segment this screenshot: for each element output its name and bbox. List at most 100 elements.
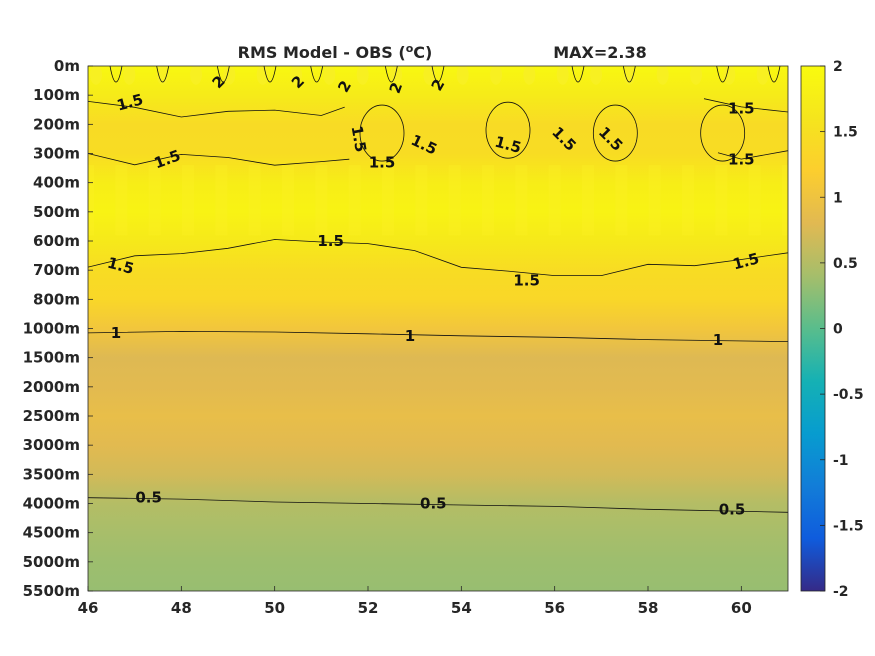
- texture-blob: [490, 66, 502, 85]
- x-tick-label: 52: [358, 599, 379, 617]
- contour-surface-loop: [622, 66, 636, 83]
- y-tick-label: 1000m: [23, 320, 80, 338]
- colorbar-tick-label: -1: [833, 453, 849, 469]
- y-tick-label: 800m: [33, 290, 80, 308]
- y-axis: 0m 100m 200m 300m 400m 500m 600m 700m 800m 1000m 1…: [23, 57, 93, 600]
- texture-blob: [556, 66, 569, 85]
- texture-band: [682, 165, 694, 236]
- max-label: MAX=2.38: [553, 43, 647, 62]
- texture-band: [415, 165, 428, 236]
- y-tick-label: 4000m: [23, 495, 80, 513]
- y-tick-label: 700m: [33, 261, 80, 279]
- x-tick-label: 60: [731, 599, 752, 617]
- texture-band: [482, 165, 494, 236]
- texture-band: [88, 165, 94, 236]
- contour-line: [703, 98, 788, 113]
- contour-loop: [359, 104, 405, 162]
- contour-surface-loop: [216, 66, 230, 83]
- texture-band: [182, 165, 194, 236]
- y-tick-label: 500m: [33, 203, 80, 221]
- contour-label: 1: [713, 331, 723, 349]
- colorbar-tick-label: -0.5: [833, 387, 864, 403]
- texture-band: [715, 165, 728, 236]
- texture-blob: [756, 66, 769, 85]
- contour-surface-loop: [263, 66, 277, 83]
- x-tick-label: 56: [544, 599, 565, 617]
- texture-blob: [356, 66, 369, 85]
- y-tick-label: 100m: [33, 86, 80, 104]
- texture-blob: [390, 66, 402, 85]
- contour-surface-loop: [109, 66, 123, 83]
- colorbar-ticks: 2 1.5 1 0.5 0 -0.5 -1 -1.5 -2: [820, 59, 864, 600]
- title-superscript: o: [406, 42, 414, 55]
- heatmap-field: [88, 66, 788, 591]
- contour-loop: [592, 104, 638, 162]
- y-tick-label: 1500m: [23, 349, 80, 367]
- contour-label: 0.5: [135, 489, 162, 507]
- texture-blob: [523, 66, 536, 85]
- colorbar-tick-label: 0: [833, 322, 843, 338]
- texture-blob: [290, 66, 302, 85]
- plot-area: 2 2 2 2 21.51.51.51.51.5 1.5 1.5 1.51.51.51.51.…: [88, 65, 802, 591]
- contour-label: 1.5: [728, 150, 755, 168]
- colorbar-tick-label: 0.5: [833, 256, 858, 272]
- title-unit: C): [413, 43, 432, 62]
- x-axis: 46 48 50 52 54 56 58 60: [78, 586, 752, 617]
- y-tick-label: 2000m: [23, 378, 80, 396]
- texture-band: [115, 165, 128, 236]
- texture-blob: [590, 66, 602, 85]
- texture-blob: [790, 65, 802, 85]
- contour-surface-loop: [384, 66, 398, 83]
- texture-blob: [256, 66, 269, 85]
- texture-band: [248, 165, 261, 236]
- x-tick-label: 50: [264, 599, 285, 617]
- colorbar-tick-label: -2: [833, 584, 849, 600]
- y-tick-label: 5000m: [23, 553, 80, 571]
- texture-blob: [123, 66, 136, 85]
- contour-label: 1: [111, 324, 121, 342]
- contour-label: 1.5: [369, 153, 396, 171]
- texture-blob: [723, 66, 736, 85]
- title-main: RMS Model - OBS (: [238, 43, 406, 62]
- texture-blob: [190, 66, 202, 85]
- contour-line: [88, 330, 788, 342]
- texture-band: [448, 165, 461, 236]
- contour-line: [88, 101, 345, 118]
- contour-surface-loop: [156, 66, 170, 83]
- contour-label: 1.5: [347, 124, 369, 153]
- contour-label: 1.5: [317, 232, 344, 250]
- heatmap-texture: [88, 65, 802, 236]
- x-tick-label: 54: [451, 599, 472, 617]
- x-tick-label: 58: [638, 599, 659, 617]
- x-tick-label: 48: [171, 599, 192, 617]
- contour-surface-loop: [431, 66, 445, 83]
- texture-blob: [690, 66, 702, 85]
- colorbar: 2 1.5 1 0.5 0 -0.5 -1 -1.5 -2: [800, 59, 864, 600]
- texture-band: [348, 165, 361, 236]
- texture-band: [282, 165, 294, 236]
- texture-band: [748, 165, 761, 236]
- contour-line: [88, 153, 350, 166]
- texture-band: [782, 165, 788, 236]
- contour-surface-loop: [571, 66, 585, 83]
- texture-band: [382, 165, 394, 236]
- y-tick-label: 400m: [33, 174, 80, 192]
- contour-line: [88, 239, 788, 276]
- contour-label: 1.5: [513, 271, 540, 289]
- texture-blob: [223, 66, 236, 85]
- contour-line: [88, 497, 788, 513]
- y-tick-label: 200m: [33, 115, 80, 133]
- colorbar-tick-label: 1.5: [833, 125, 858, 141]
- contour-label: 1: [405, 327, 415, 345]
- texture-blob: [323, 66, 336, 85]
- contour-loop: [700, 104, 746, 162]
- contour-lines: [88, 66, 788, 513]
- contour-loop: [485, 101, 531, 159]
- y-tick-label: 3000m: [23, 436, 80, 454]
- contour-label: 0.5: [719, 500, 746, 518]
- texture-blob: [156, 66, 169, 85]
- texture-band: [148, 165, 161, 236]
- contour-label: 1.5: [728, 99, 755, 117]
- texture-band: [515, 165, 528, 236]
